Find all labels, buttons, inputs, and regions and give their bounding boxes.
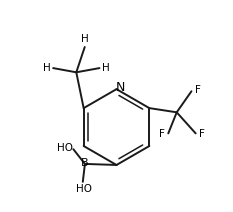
Text: HO: HO <box>76 184 92 194</box>
Text: H: H <box>102 63 110 73</box>
Text: H: H <box>81 34 89 44</box>
Text: N: N <box>116 81 125 94</box>
Text: HO: HO <box>57 143 73 153</box>
Text: F: F <box>199 130 205 139</box>
Text: H: H <box>43 63 51 73</box>
Text: F: F <box>195 85 201 95</box>
Text: F: F <box>159 130 165 139</box>
Text: B: B <box>81 158 89 168</box>
